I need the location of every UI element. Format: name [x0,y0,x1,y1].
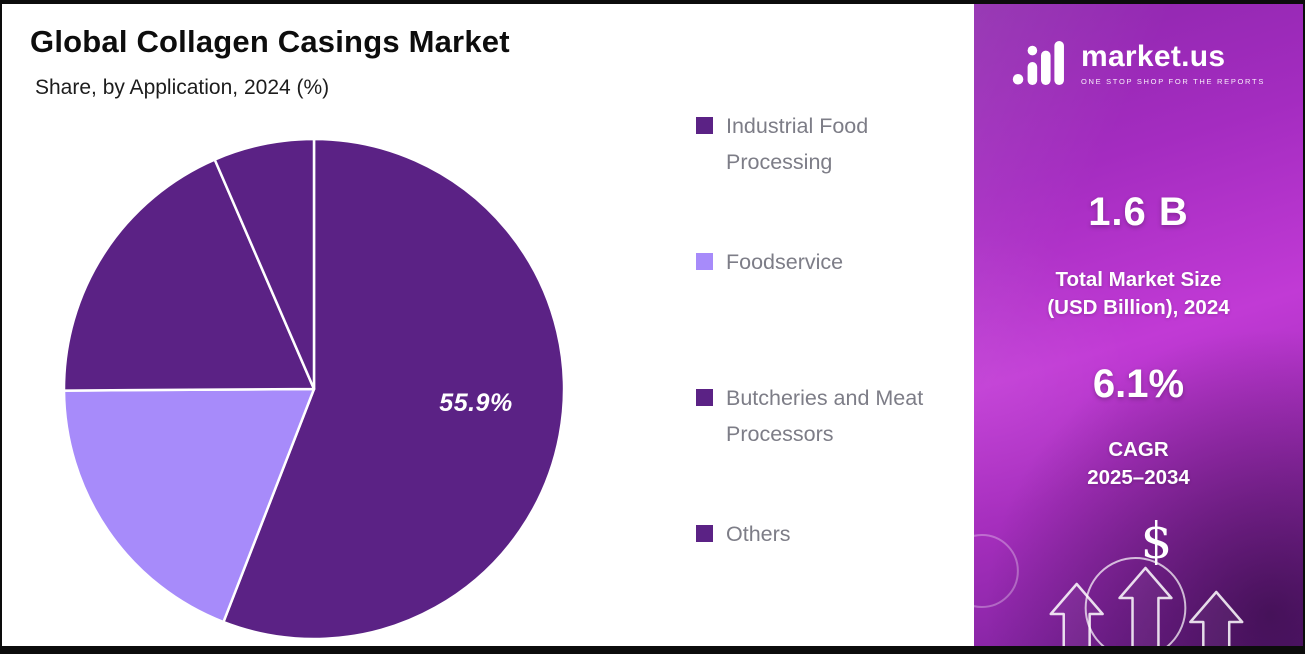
brand-text: market.us ONE STOP SHOP FOR THE REPORTS [1081,40,1265,86]
legend-item: Others [696,516,952,646]
brand: market.us ONE STOP SHOP FOR THE REPORTS [974,40,1303,86]
chart-title: Global Collagen Casings Market [30,24,510,59]
legend-item: Foodservice [696,244,952,380]
panel-divider [968,4,974,646]
brand-name: market.us [1080,40,1226,73]
chart-subtitle: Share, by Application, 2024 (%) [35,76,330,99]
market-size-label: Total Market Size (USD Billion), 2024 [974,266,1303,322]
chart-legend: Industrial Food Processing Foodservice But… [696,108,952,646]
circle-decoration [974,534,1019,608]
pie-slice-data-label: 55.9% [439,389,513,417]
legend-label: Industrial Food Processing [726,114,869,174]
cagr-label-line1: CAGR [1108,438,1169,461]
up-arrow-icon [1049,582,1104,646]
up-arrow-icon [1189,590,1244,646]
dollar-icon: $ [1141,512,1173,570]
market-size-label-line2: (USD Billion), 2024 [1047,296,1230,319]
chart-area: Global Collagen Casings Market Share, by… [2,4,968,646]
pie-chart-container: 55.9% [60,135,568,643]
legend-swatch [696,117,713,134]
growth-arrows-decoration: $ [974,512,1244,646]
pie-slice [62,158,316,392]
cagr-value: 6.1% [1092,362,1185,406]
pie-slice [222,137,566,641]
market-size-label-line1: Total Market Size [1055,268,1222,291]
up-arrow-icon [1118,566,1173,646]
legend-label: Foodservice [726,250,844,274]
market-us-logo-icon [1012,41,1070,85]
pie-slice [62,387,316,624]
legend-item: Industrial Food Processing [696,108,952,244]
market-size-value: 1.6 B [1088,190,1189,234]
legend-label: Butcheries and Meat Processors [726,386,924,446]
legend-swatch [696,389,713,406]
pie-slice [213,137,316,391]
cagr-label: CAGR 2025–2034 [974,436,1303,492]
legend-swatch [696,525,713,542]
legend-label: Others [726,522,791,546]
cup-circle-decoration [1084,557,1187,646]
pie-chart [62,137,566,641]
legend-item: Butcheries and Meat Processors [696,380,952,516]
side-panel: market.us ONE STOP SHOP FOR THE REPORTS … [974,4,1303,646]
cagr-label-line2: 2025–2034 [1087,466,1190,489]
brand-tagline: ONE STOP SHOP FOR THE REPORTS [1080,77,1266,86]
legend-swatch [696,253,713,270]
